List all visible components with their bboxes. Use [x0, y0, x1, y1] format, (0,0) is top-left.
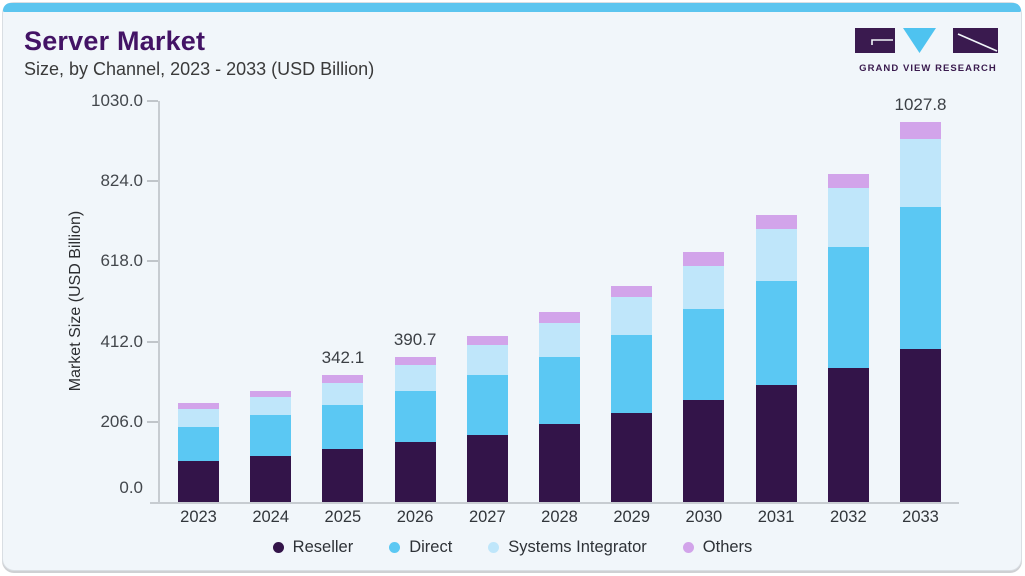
bar-segment-others — [322, 375, 364, 384]
legend-label: Systems Integrator — [508, 538, 647, 556]
bar-segment-others — [611, 285, 653, 297]
y-tick — [147, 100, 158, 102]
bar-segment-reseller — [827, 367, 869, 502]
brand-logo-text: GRAND VIEW RESEARCH — [859, 63, 997, 74]
legend-item: Reseller — [272, 538, 354, 557]
page-title: Server Market — [24, 26, 206, 56]
bar-total-label: 390.7 — [393, 330, 437, 350]
y-tick — [147, 420, 158, 423]
legend-dot-icon — [682, 542, 694, 553]
y-tick-label: 824.0 — [100, 171, 143, 191]
legend-dot-icon — [389, 542, 401, 553]
bar-segment-systems-integrator — [322, 383, 364, 406]
x-tick-label: 2027 — [468, 508, 506, 526]
y-tick — [147, 260, 158, 263]
bar-segment-reseller — [466, 434, 508, 502]
y-tick-label: 618.0 — [100, 251, 143, 271]
bar-segment-direct — [755, 280, 797, 385]
legend-item: Others — [682, 538, 753, 557]
bar-segment-direct — [322, 405, 364, 450]
y-tick-label: 206.0 — [100, 411, 143, 431]
legend-dot-icon — [272, 542, 284, 553]
bar-segment-others — [827, 173, 869, 188]
x-tick-label: 2029 — [613, 508, 651, 526]
x-tick-label: 2026 — [396, 508, 434, 526]
bar-segment-reseller — [683, 399, 725, 502]
bar-segment-direct — [466, 374, 508, 435]
y-tick-label: 1030.0 — [91, 91, 143, 110]
bar-segment-reseller — [755, 385, 797, 502]
accent-top-bar — [3, 3, 1021, 12]
bar-total-label: 342.1 — [321, 348, 365, 368]
bar-segment-reseller — [611, 412, 653, 502]
y-tick-label: 412.0 — [100, 331, 143, 351]
bar-segment-direct — [250, 415, 292, 456]
x-tick-label: 2024 — [252, 508, 290, 526]
bar-segment-others — [683, 251, 725, 266]
x-tick-label: 2031 — [757, 508, 795, 526]
legend-label: Direct — [409, 538, 453, 556]
bar-segment-direct — [683, 308, 725, 400]
y-tick — [147, 340, 158, 343]
bar-segment-direct — [827, 246, 869, 368]
bar-segment-direct — [178, 427, 219, 461]
bar-segment-direct — [539, 356, 580, 424]
chart-legend: Reseller Direct Systems Integrator Others — [0, 538, 1025, 557]
bar-segment-direct — [900, 206, 941, 350]
x-tick-label: 2033 — [902, 508, 939, 526]
bar-segment-systems-integrator — [827, 187, 869, 247]
y-tick-label: 0.0 — [119, 478, 143, 497]
page-subtitle: Size, by Channel, 2023 - 2033 (USD Billi… — [24, 59, 375, 79]
bar-segment-reseller — [322, 449, 364, 502]
bar-segment-others — [466, 335, 508, 345]
gvr-logo-icon — [855, 28, 998, 53]
bar-segment-others — [539, 312, 580, 323]
legend-item: Systems Integrator — [488, 538, 647, 557]
bar-segment-systems-integrator — [611, 296, 653, 335]
bar-segment-others — [394, 357, 436, 366]
bar-segment-others — [250, 391, 292, 397]
bar-segment-systems-integrator — [466, 344, 508, 375]
bar-total-label: 1027.8 — [894, 94, 947, 114]
legend-dot-icon — [488, 542, 500, 553]
bar-segment-systems-integrator — [683, 265, 725, 309]
bar-segment-systems-integrator — [900, 138, 941, 207]
bar-segment-systems-integrator — [178, 408, 219, 427]
bar-segment-reseller — [178, 461, 219, 502]
legend-label: Reseller — [292, 538, 354, 556]
x-tick-label: 2028 — [541, 508, 578, 526]
bar-segment-reseller — [900, 349, 941, 502]
bar-segment-others — [900, 121, 941, 139]
bar-segment-reseller — [394, 442, 436, 502]
x-tick-label: 2023 — [180, 508, 217, 526]
y-axis-line — [158, 101, 160, 502]
bar-segment-direct — [394, 391, 436, 443]
x-tick-label: 2030 — [685, 508, 723, 526]
x-axis-line — [150, 502, 959, 504]
x-tick-label: 2032 — [829, 508, 867, 526]
bar-segment-reseller — [539, 424, 580, 502]
bar-segment-systems-integrator — [250, 396, 292, 415]
bar-segment-systems-integrator — [539, 322, 580, 357]
y-axis-title: Market Size (USD Billion) — [67, 210, 84, 392]
bar-segment-others — [178, 402, 219, 409]
bar-segment-reseller — [250, 456, 292, 502]
bar-segment-direct — [611, 334, 653, 413]
bar-segment-systems-integrator — [755, 228, 797, 281]
legend-label: Others — [702, 538, 753, 556]
brand-logo: GRAND VIEW RESEARCH — [853, 26, 1003, 74]
legend-item: Direct — [389, 538, 452, 557]
y-tick — [147, 180, 158, 183]
bar-segment-others — [755, 214, 797, 229]
x-tick-label: 2025 — [324, 508, 362, 526]
bar-segment-systems-integrator — [394, 365, 436, 392]
